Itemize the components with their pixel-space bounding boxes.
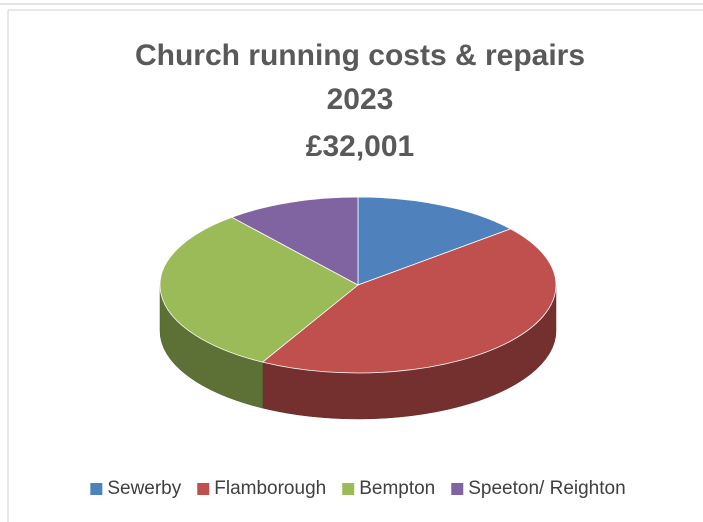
pie-slice — [357, 196, 512, 286]
legend-swatch — [342, 483, 355, 495]
chart-title: Church running costs & repairs — [135, 39, 585, 72]
chart-title: £32,001 — [306, 130, 414, 163]
legend-label: Flamborough — [214, 478, 326, 499]
pie-slice — [261, 228, 557, 374]
legend-swatch — [197, 483, 210, 495]
pie-slice — [230, 196, 359, 286]
legend-label: Bempton — [359, 478, 435, 499]
pie-slice — [159, 216, 359, 363]
legend-label: Sewerby — [107, 478, 181, 499]
legend: Sewerby Flamborough Bempton Speeton/ Reight… — [90, 478, 626, 499]
legend-swatch — [451, 483, 464, 495]
chart-title: 2023 — [327, 83, 394, 116]
pie — [159, 196, 557, 420]
legend-swatch — [90, 483, 103, 495]
legend-label: Speeton/ Reighton — [468, 478, 625, 499]
